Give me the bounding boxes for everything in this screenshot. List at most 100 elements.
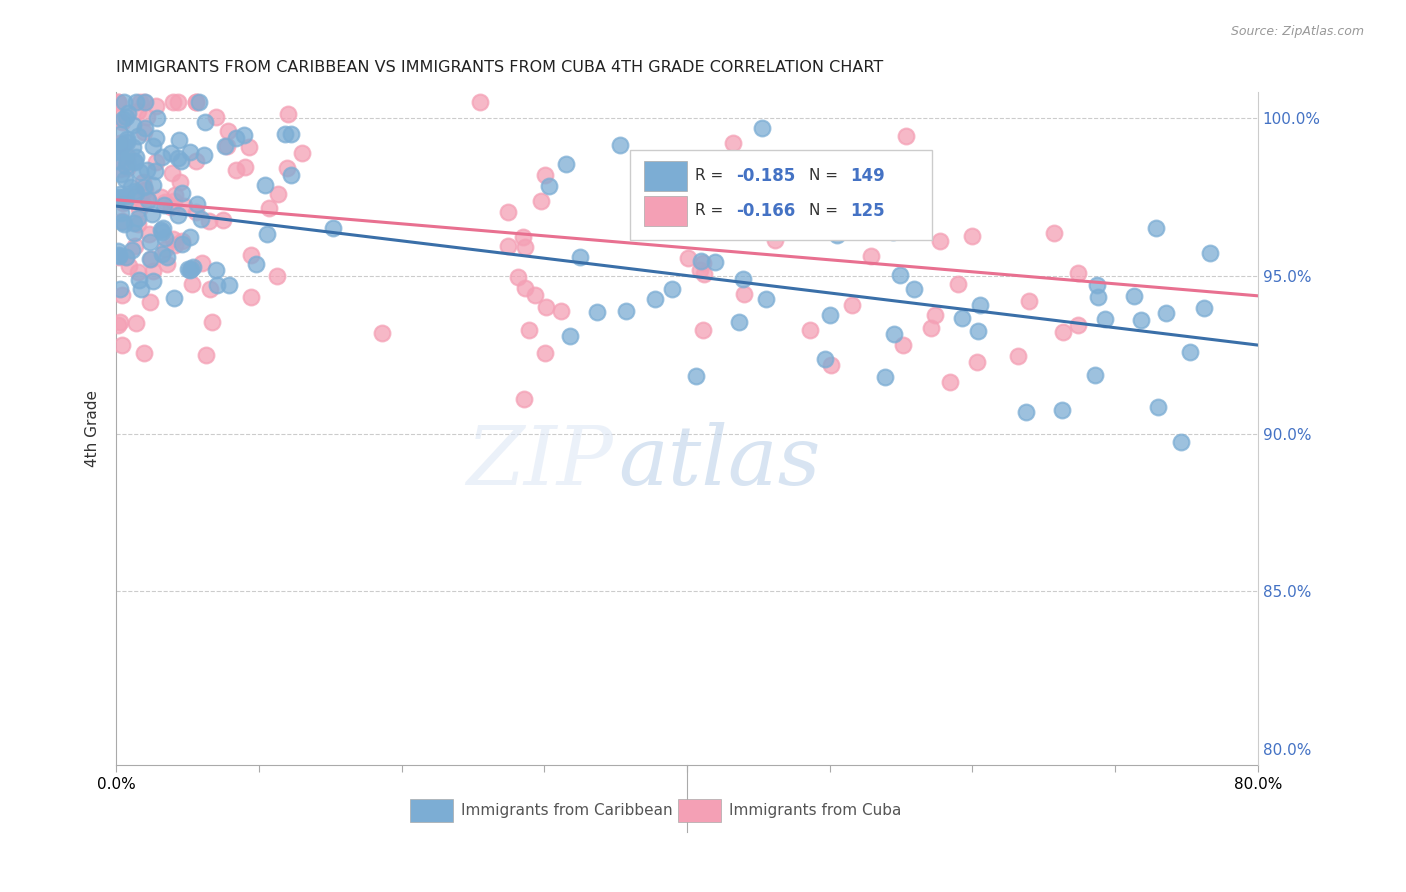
Point [107,95,129,109]
Point [184,205,207,219]
Point [177,262,200,277]
Point [661,282,683,296]
Point [108,145,131,159]
Point [181,277,204,291]
Point [115,250,138,264]
Point [115,135,138,149]
Point [124,189,146,203]
Point [820,308,842,322]
Point [166,208,188,222]
Point [117,106,139,120]
Point [1067,266,1090,280]
Point [530,194,553,208]
Text: N =: N = [810,203,844,219]
Point [107,248,129,262]
Point [690,253,713,268]
Point [110,206,132,220]
Point [198,282,221,296]
Point [112,196,135,211]
Point [135,162,157,177]
Point [139,252,162,266]
Point [723,136,745,151]
Point [134,183,156,197]
Point [184,153,207,168]
Point [1087,290,1109,304]
Point [204,263,226,277]
Point [186,196,208,211]
Point [468,95,491,109]
Point [153,242,176,256]
Point [136,194,159,208]
Point [107,110,129,124]
Point [920,320,942,334]
Point [728,315,751,329]
Point [1050,402,1073,417]
Point [150,225,173,239]
Point [107,190,129,204]
Point [112,217,135,231]
Point [110,136,132,150]
Point [108,250,131,264]
FancyBboxPatch shape [678,799,721,822]
Point [167,133,190,147]
Point [1144,220,1167,235]
Point [136,194,159,208]
Text: Source: ZipAtlas.com: Source: ZipAtlas.com [1230,25,1364,38]
Point [550,303,572,318]
Point [124,184,146,198]
Point [152,198,174,212]
Point [170,153,193,168]
Point [107,191,129,205]
Point [1094,312,1116,326]
Point [124,215,146,229]
Point [153,231,176,245]
Point [322,221,344,235]
Point [765,168,787,182]
Point [896,129,918,144]
Point [748,187,770,202]
Point [692,323,714,337]
Point [678,251,700,265]
Point [217,124,239,138]
Point [239,248,262,262]
Point [755,292,778,306]
Point [946,277,969,291]
Point [115,250,138,264]
Point [170,235,193,249]
Point [179,230,201,244]
Point [205,110,228,124]
Point [1192,301,1215,316]
Point [150,247,173,261]
Text: 149: 149 [851,167,884,185]
Point [118,260,141,274]
Point [117,161,139,176]
Point [107,95,129,109]
Point [134,95,156,109]
Point [644,292,666,306]
Point [187,95,209,109]
Point [616,303,638,318]
Point [513,392,536,406]
Point [1147,400,1170,414]
Point [929,234,952,248]
Point [162,95,184,109]
Point [1154,306,1177,320]
Point [155,256,177,270]
Point [498,205,520,219]
Point [110,162,132,177]
Point [609,137,631,152]
Point [156,250,179,264]
Text: atlas: atlas [619,423,821,502]
Point [145,131,167,145]
Point [184,95,207,109]
Point [125,95,148,109]
Point [882,225,904,239]
Point [692,255,714,269]
Point [841,298,863,312]
Point [371,326,394,340]
Point [190,211,212,226]
Point [145,154,167,169]
Point [225,163,247,178]
FancyBboxPatch shape [409,799,453,822]
Text: R =: R = [695,169,728,184]
